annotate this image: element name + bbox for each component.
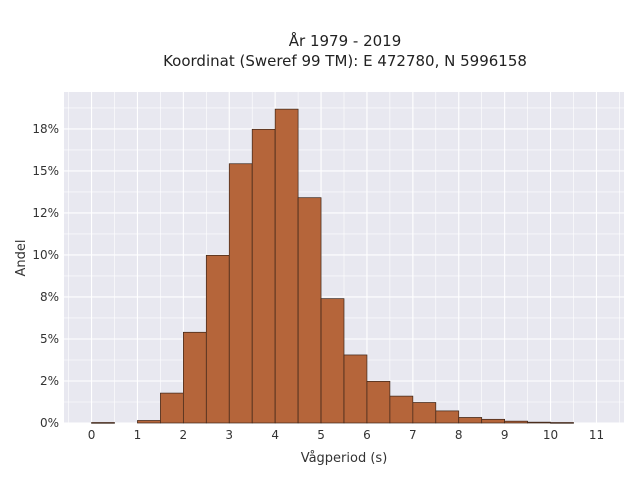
x-tick-label: 8 [455,428,463,442]
histogram-bar [160,392,184,424]
x-tick-label: 6 [363,428,371,442]
x-axis-label: Vågperiod (s) [301,451,388,466]
y-tick-label: 5% [40,332,59,346]
y-tick-label: 10% [32,248,59,262]
histogram-bars [91,108,574,424]
histogram-bar [481,418,506,424]
histogram-bar [389,395,414,424]
histogram-bar [137,420,161,424]
x-tick-label: 5 [317,428,325,442]
y-tick-label: 2% [40,374,59,388]
histogram-bar [550,422,574,424]
y-axis-ticks: 0% 2% 5% 8% 10% 12% 15% 18% [32,122,59,430]
y-tick-label: 15% [32,164,59,178]
histogram-bar [320,298,345,424]
histogram-bar [412,402,437,424]
chart-title-line2: Koordinat (Sweref 99 TM): E 472780, N 59… [163,52,527,70]
histogram-bar [182,331,207,424]
y-tick-label: 18% [32,122,59,136]
x-tick-label: 4 [271,428,279,442]
histogram-bar [366,380,391,424]
x-tick-label: 2 [180,428,188,442]
histogram-bar [91,422,115,424]
x-tick-label: 0 [88,428,96,442]
y-tick-label: 8% [40,290,59,304]
x-tick-label: 11 [589,428,604,442]
histogram-bar [435,410,460,424]
histogram-bar [343,354,368,424]
histogram-bar [297,197,322,424]
x-tick-label: 3 [225,428,233,442]
x-tick-label: 1 [134,428,142,442]
x-axis-ticks: 0 1 2 3 4 5 6 7 8 9 10 11 [88,428,604,442]
histogram-bar [274,108,299,424]
histogram-bar [205,254,230,424]
y-tick-label: 12% [32,206,59,220]
histogram-bar [251,128,276,424]
x-tick-label: 9 [501,428,509,442]
y-tick-label: 0% [40,416,59,430]
histogram-bar [527,421,551,424]
histogram-bar [504,420,528,424]
x-tick-label: 10 [543,428,558,442]
x-tick-label: 7 [409,428,417,442]
y-axis-label: Andel [14,240,29,277]
histogram-bar [458,417,483,424]
chart-title-line1: År 1979 - 2019 [289,31,402,50]
histogram-bar [228,163,253,424]
